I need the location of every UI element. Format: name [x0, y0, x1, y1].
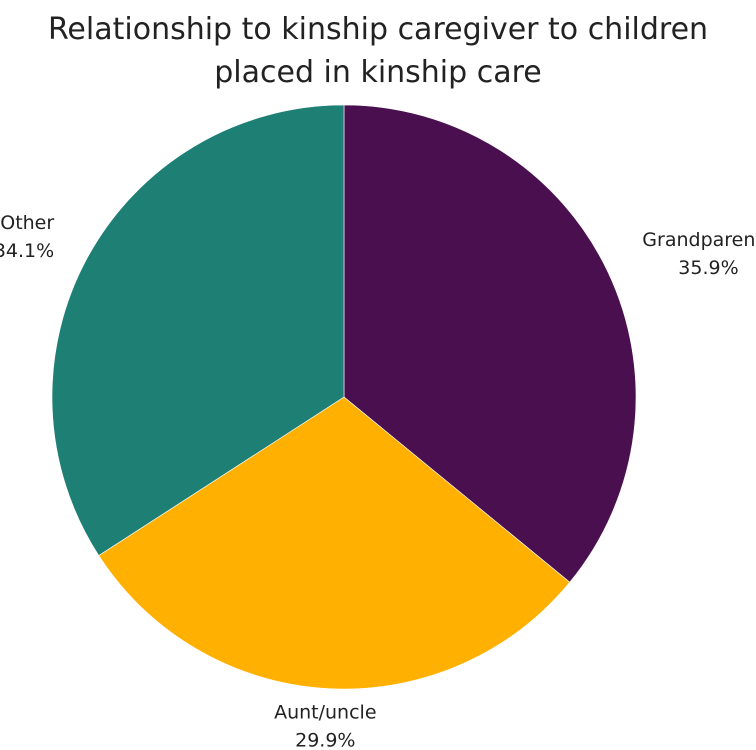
pie-label-name: Aunt/uncle [274, 702, 376, 724]
pie-label-grandparent: Grandparent 35.9% [642, 229, 756, 279]
pie-label-aunt-uncle: Aunt/uncle 29.9% [274, 702, 376, 750]
pie-slice-other [51, 104, 345, 556]
chart-title-line-1: Relationship to kinship caregiver to chi… [47, 12, 709, 47]
pie-slices [51, 104, 637, 690]
pie-label-value: 34.1% [0, 240, 54, 262]
pie-slice-aunt-uncle [98, 396, 571, 690]
chart-title-line-2: placed in kinship care [214, 55, 542, 90]
pie-label-name: Grandparent [642, 229, 756, 251]
pie-label-other: Other 34.1% [0, 212, 54, 262]
pie-label-name: Other [0, 212, 54, 234]
pie-slice-grandparent [343, 104, 637, 583]
pie-labels: Grandparent 35.9% Aunt/uncle 29.9% Other 34.1… [0, 212, 756, 750]
chart-title: Relationship to kinship caregiver to chi… [0, 8, 756, 94]
pie-label-value: 29.9% [295, 730, 355, 750]
pie-label-value: 35.9% [678, 257, 738, 279]
